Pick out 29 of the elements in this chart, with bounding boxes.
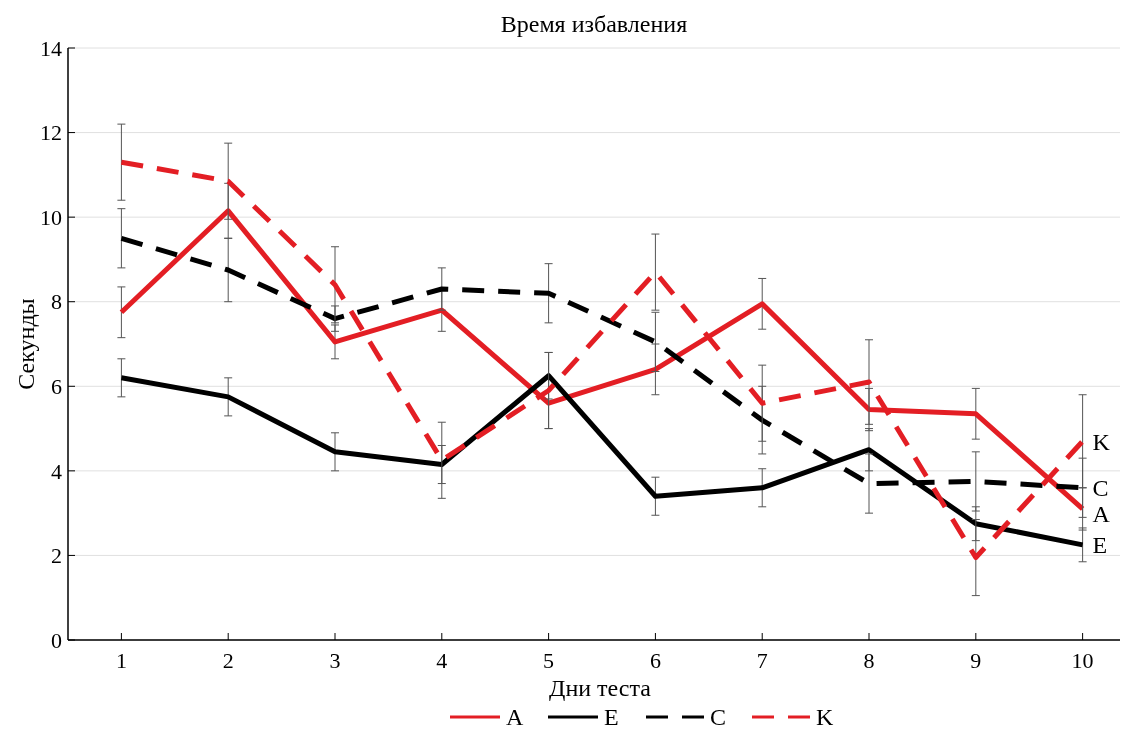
x-tick-label: 5 [543, 648, 555, 673]
x-tick-label: 3 [329, 648, 341, 673]
y-axis-title: Секунды [13, 298, 39, 390]
legend-label: E [604, 704, 619, 729]
x-tick-label: 8 [863, 648, 875, 673]
x-tick-label: 7 [756, 648, 768, 673]
legend-label: A [506, 704, 524, 729]
text: E [1092, 532, 1108, 559]
legend-label: K [816, 704, 834, 729]
y-tick-label: 12 [40, 120, 62, 146]
text: A [1092, 501, 1110, 528]
x-tick-label: 2 [222, 648, 234, 673]
x-tick-label: 1 [115, 648, 127, 673]
y-tick-label: 14 [40, 35, 62, 61]
y-tick-label: 10 [40, 204, 62, 230]
x-tick-label: 6 [649, 648, 661, 673]
y-tick-label: 4 [51, 458, 62, 484]
legend-label: C [710, 704, 727, 729]
y-tick-label: 8 [51, 289, 62, 315]
x-axis-title: Дни теста [549, 675, 652, 701]
y-tick-label: 0 [51, 627, 62, 653]
x-tick-label: 10 [1071, 648, 1094, 673]
text: K [1092, 428, 1110, 455]
y-tick-label: 2 [51, 543, 62, 569]
chart-title: Время избавления [500, 11, 688, 37]
x-tick-label: 9 [970, 648, 982, 673]
y-tick-label: 6 [51, 373, 62, 399]
x-tick-label: 4 [436, 648, 448, 673]
text: C [1092, 475, 1109, 502]
